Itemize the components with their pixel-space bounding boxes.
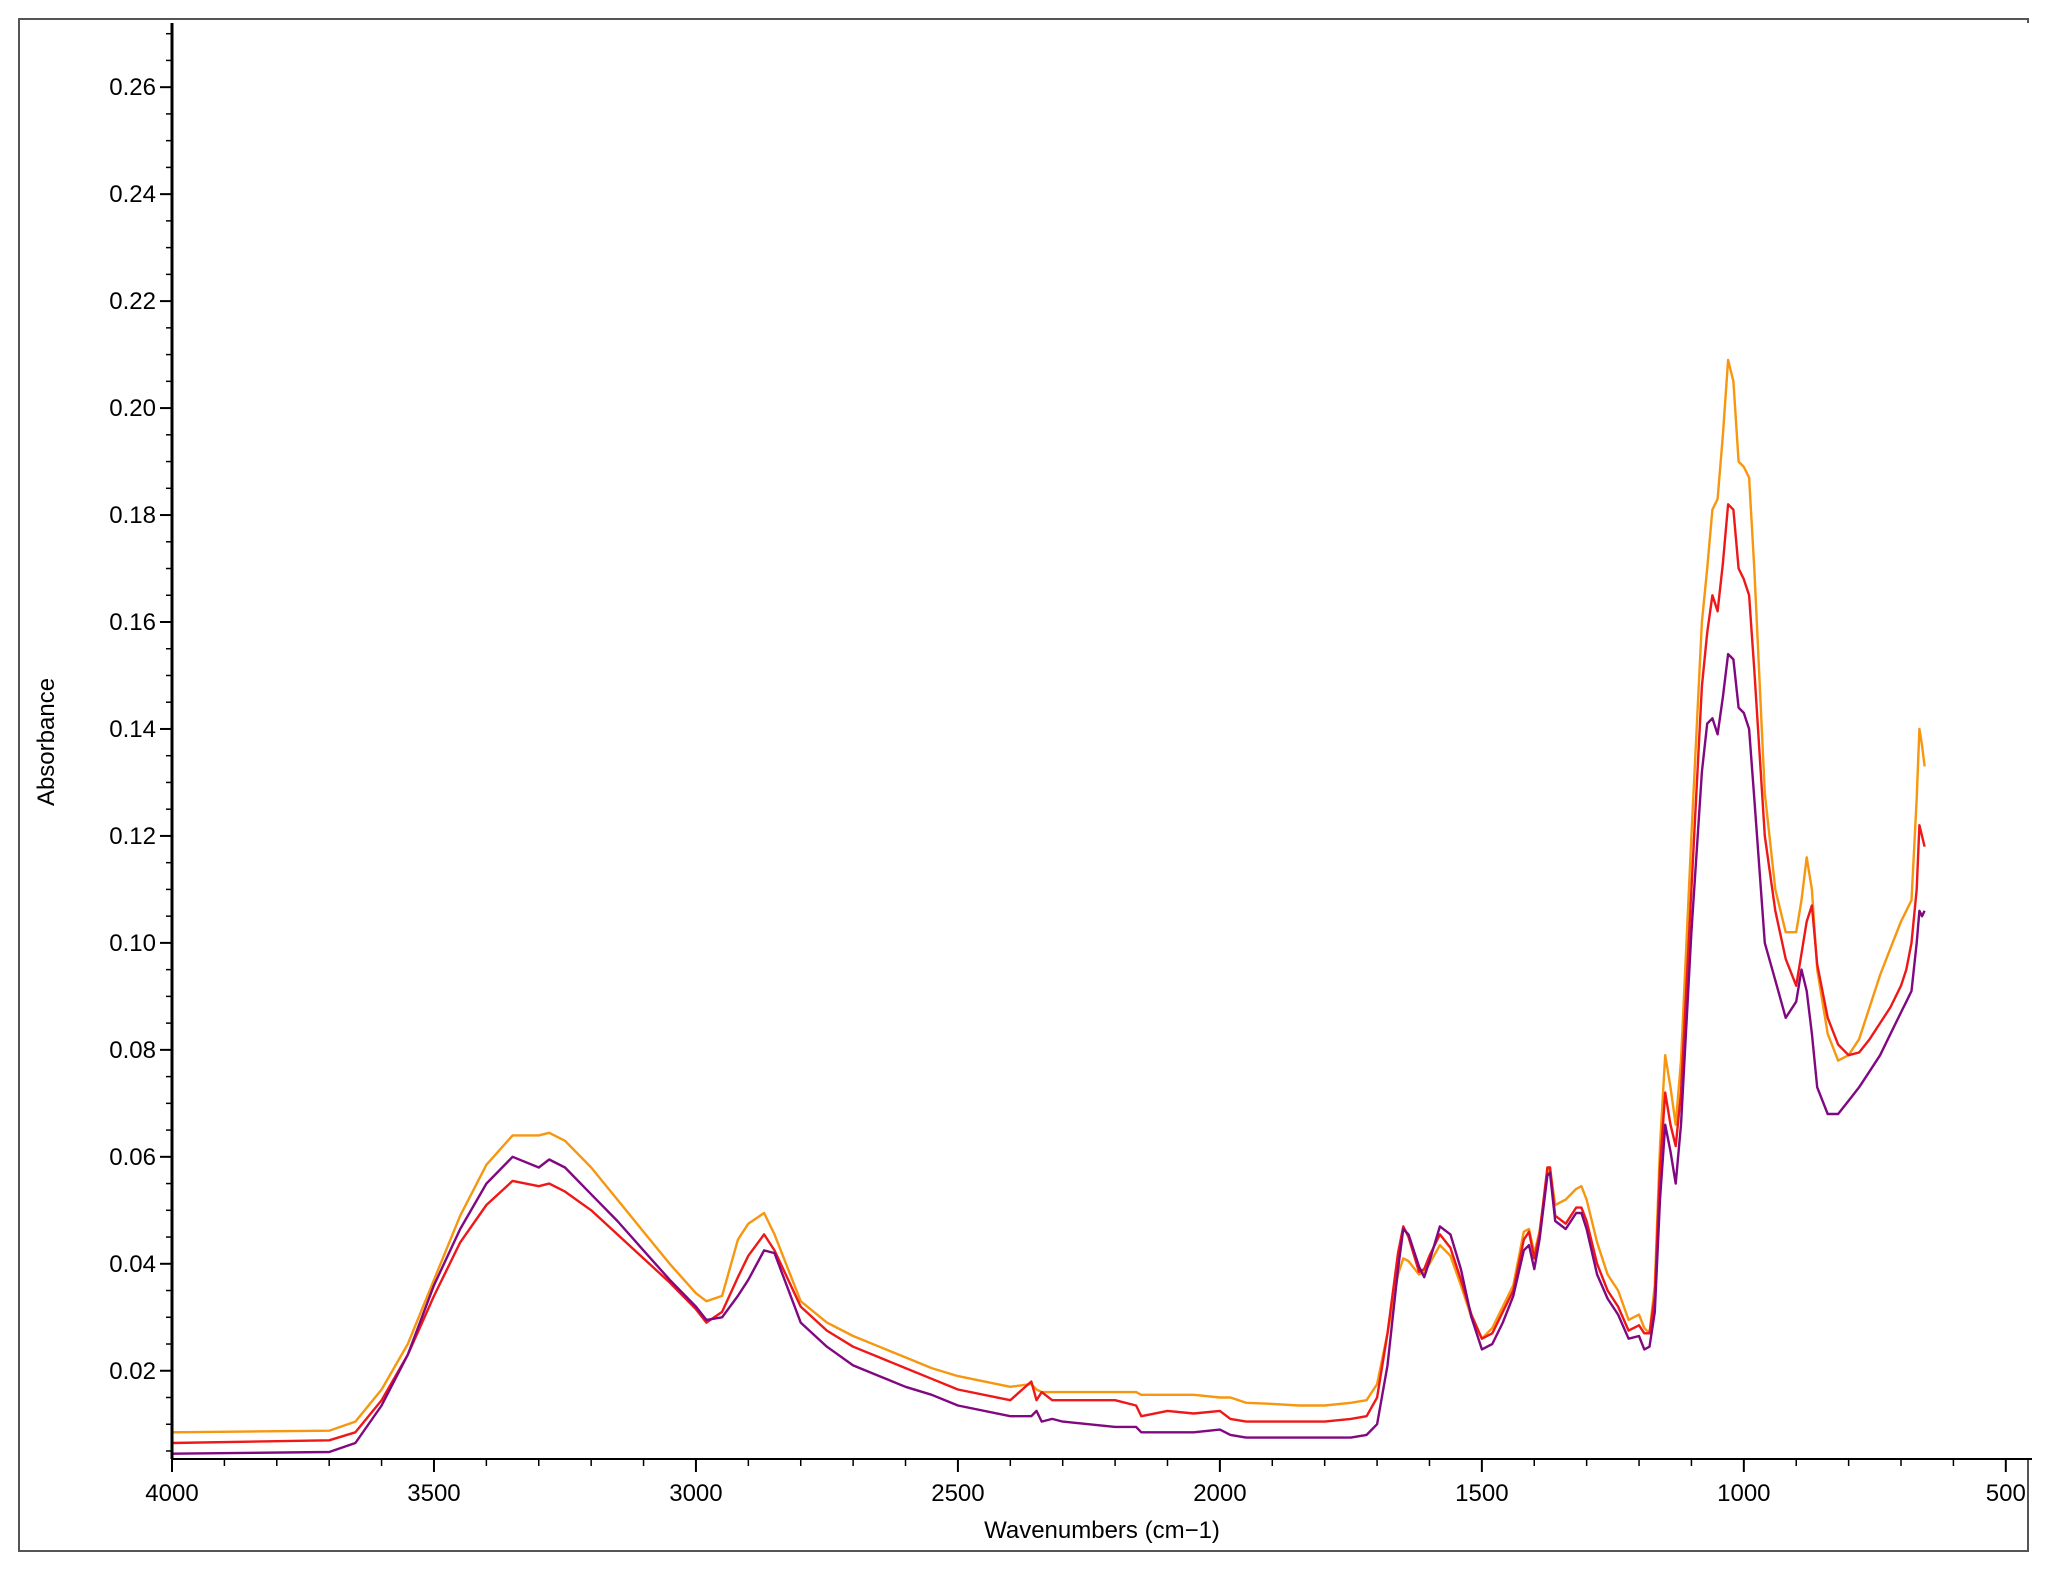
series-line-2 bbox=[171, 503, 1926, 1445]
plot-area bbox=[172, 23, 2032, 1459]
x-tick-label: 3500 bbox=[407, 1480, 460, 1507]
y-tick-label: 0.04 bbox=[109, 1251, 156, 1278]
x-tick-label: 1000 bbox=[1717, 1480, 1770, 1507]
x-tick-label: 2000 bbox=[1193, 1480, 1246, 1507]
y-tick-label: 0.10 bbox=[109, 930, 156, 957]
x-tick-label: 2500 bbox=[931, 1480, 984, 1507]
y-tick-label: 0.18 bbox=[109, 502, 156, 529]
y-tick-label: 0.24 bbox=[109, 181, 156, 208]
y-tick-label: 0.16 bbox=[109, 609, 156, 636]
y-tick-label: 0.22 bbox=[109, 288, 156, 315]
y-tick-label: 0.08 bbox=[109, 1037, 156, 1064]
y-tick-label: 0.26 bbox=[109, 74, 156, 101]
x-tick-label: 3000 bbox=[669, 1480, 722, 1507]
y-tick-label: 0.02 bbox=[109, 1358, 156, 1385]
x-tick-label: 4000 bbox=[145, 1480, 198, 1507]
y-tick-label: 0.06 bbox=[109, 1144, 156, 1171]
x-axis-title: Wavenumbers (cm−1) bbox=[984, 1517, 1220, 1544]
x-tick-label: 1500 bbox=[1455, 1480, 1508, 1507]
series-line-3 bbox=[171, 652, 1926, 1455]
axes-layer: 0.02 0.04 0.06 0.08 0.10 0.12 0.14 0.16 0.18 0.20… bbox=[109, 23, 2032, 1507]
y-axis-title: Absorbance bbox=[33, 678, 60, 806]
x-tick-label: 500 bbox=[1986, 1480, 2026, 1507]
y-tick-label: 0.20 bbox=[109, 395, 156, 422]
series-layer bbox=[171, 358, 1926, 1455]
y-tick-label: 0.14 bbox=[109, 716, 156, 743]
y-tick-label: 0.12 bbox=[109, 823, 156, 850]
